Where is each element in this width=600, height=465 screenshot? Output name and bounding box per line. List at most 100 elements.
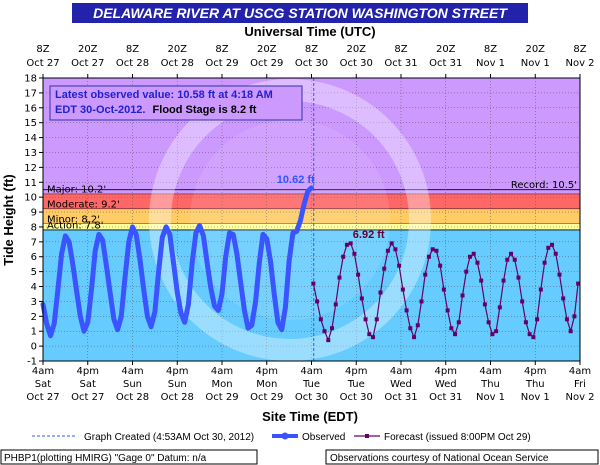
x-tick-time-7: 4pm (345, 366, 367, 377)
y-tick-label-10: 9 (31, 208, 37, 219)
x-tick-date-10: Nov 1 (476, 392, 505, 403)
x-tick-date-0: Oct 27 (26, 392, 59, 403)
forecast-point-35 (441, 287, 446, 292)
forecast-point-25 (404, 308, 409, 313)
latest-observed-box: Latest observed value: 10.58 ft at 4:18 … (49, 85, 303, 121)
forecast-point-55 (516, 275, 521, 280)
forecast-point-65 (553, 251, 558, 256)
forecast-point-33 (434, 248, 439, 253)
x-tick-day-1: Sat (80, 379, 96, 390)
forecast-point-22 (393, 247, 398, 252)
y-tick-label-4: 3 (31, 297, 37, 308)
flood-stage-label-1: Moderate: 9.2' (47, 200, 120, 211)
top-tick-hour-3: 20Z (167, 44, 187, 55)
top-tick-hour-7: 20Z (346, 44, 366, 55)
forecast-point-23 (397, 263, 402, 268)
forecast-point-13 (359, 296, 364, 301)
latest-line-3: Flood Stage is 8.2 ft (153, 104, 257, 116)
value-annotations: 10.62 ft 6.92 ft (277, 174, 385, 241)
x-axis-title: Site Time (EDT) (262, 409, 358, 424)
x-tick-day-2: Sun (123, 379, 142, 390)
forecast-point-54 (512, 257, 517, 262)
forecast-point-32 (430, 247, 435, 252)
footer-right-text: Observations courtesy of National Ocean … (330, 453, 549, 464)
x-tick-day-4: Mon (211, 379, 232, 390)
y-tick-label-0: -1 (27, 357, 37, 368)
top-tick-hour-2: 8Z (126, 44, 139, 55)
top-tick-hour-1: 20Z (78, 44, 98, 55)
y-tick-label-8: 7 (31, 237, 37, 248)
y-tick-label-9: 8 (31, 222, 37, 233)
forecast-point-47 (486, 320, 491, 325)
x-tick-time-0: 4am (32, 366, 54, 377)
forecast-point-19 (382, 266, 387, 271)
forecast-point-7 (337, 275, 342, 280)
flood-stage-label-2: Minor: 8.2' (47, 214, 100, 225)
x-tick-day-8: Wed (390, 379, 412, 390)
forecast-point-45 (479, 278, 484, 283)
forecast-point-43 (471, 251, 476, 256)
x-tick-time-6: 4am (300, 366, 322, 377)
forecast-point-50 (497, 305, 502, 310)
top-tick-date-10: Nov 1 (476, 58, 505, 69)
top-tick-hour-4: 8Z (215, 44, 228, 55)
forecast-point-61 (538, 287, 543, 292)
footer-left-text: PHBP1(plotting HMIRG) "Gage 0" Datum: n/… (4, 453, 207, 464)
y-tick-label-5: 4 (31, 282, 37, 293)
y-tick-label-18: 17 (24, 88, 37, 99)
top-tick-hour-8: 8Z (394, 44, 407, 55)
forecast-point-26 (408, 326, 413, 331)
x-tick-date-7: Oct 30 (340, 392, 373, 403)
x-tick-date-3: Oct 28 (161, 392, 194, 403)
y-tick-label-15: 14 (24, 133, 37, 144)
top-tick-hour-12: 8Z (573, 44, 586, 55)
forecast-point-28 (415, 323, 420, 328)
x-tick-day-7: Tue (347, 379, 365, 390)
top-tick-hour-10: 8Z (484, 44, 497, 55)
footer-right-box (325, 449, 599, 465)
forecast-point-18 (378, 290, 383, 295)
forecast-point-42 (467, 254, 472, 259)
forecast-point-51 (501, 278, 506, 283)
forecast-series-markers (311, 241, 581, 343)
top-tick-date-5: Oct 29 (250, 58, 283, 69)
y-tick-label-16: 15 (24, 118, 37, 129)
flood-band-3 (43, 223, 580, 230)
forecast-point-14 (363, 317, 368, 322)
x-tick-time-8: 4am (390, 366, 412, 377)
top-tick-date-11: Nov 1 (521, 58, 550, 69)
x-tick-date-2: Oct 28 (116, 392, 149, 403)
x-tick-day-11: Thu (525, 379, 545, 390)
forecast-point-4 (326, 338, 331, 343)
forecast-point-57 (523, 320, 528, 325)
y-tick-label-11: 10 (24, 193, 37, 204)
y-tick-label-6: 5 (31, 267, 37, 278)
x-tick-time-3: 4pm (166, 366, 188, 377)
forecast-point-16 (371, 335, 376, 340)
x-tick-date-1: Oct 27 (71, 392, 104, 403)
forecast-point-27 (412, 335, 417, 340)
svg-text:EDT 30-Oct-2012. Flood S: EDT 30-Oct-2012. Flood Stage is 8.2 ft (55, 104, 257, 116)
latest-line-1: Latest observed value: 10.58 ft at 4:18 … (55, 89, 273, 101)
forecast-point-30 (423, 272, 428, 277)
x-tick-day-0: Sat (35, 379, 51, 390)
record-label: Record: 10.5' (511, 180, 577, 191)
y-tick-label-14: 13 (24, 148, 37, 159)
forecast-point-17 (374, 317, 379, 322)
x-tick-date-8: Oct 31 (384, 392, 417, 403)
forecast-point-5 (330, 326, 335, 331)
forecast-point-40 (460, 293, 465, 298)
forecast-point-0 (311, 281, 316, 286)
forecast-point-1 (315, 299, 320, 304)
forecast-point-62 (542, 260, 547, 265)
forecast-point-46 (482, 302, 487, 307)
forecast-point-44 (475, 260, 480, 265)
forecast-point-67 (561, 296, 566, 301)
forecast-point-10 (348, 241, 353, 246)
top-tick-date-6: Oct 30 (295, 58, 328, 69)
top-tick-date-4: Oct 29 (205, 58, 238, 69)
annotation-0: 10.62 ft (277, 174, 315, 186)
forecast-point-52 (505, 257, 510, 262)
forecast-point-8 (341, 254, 346, 259)
